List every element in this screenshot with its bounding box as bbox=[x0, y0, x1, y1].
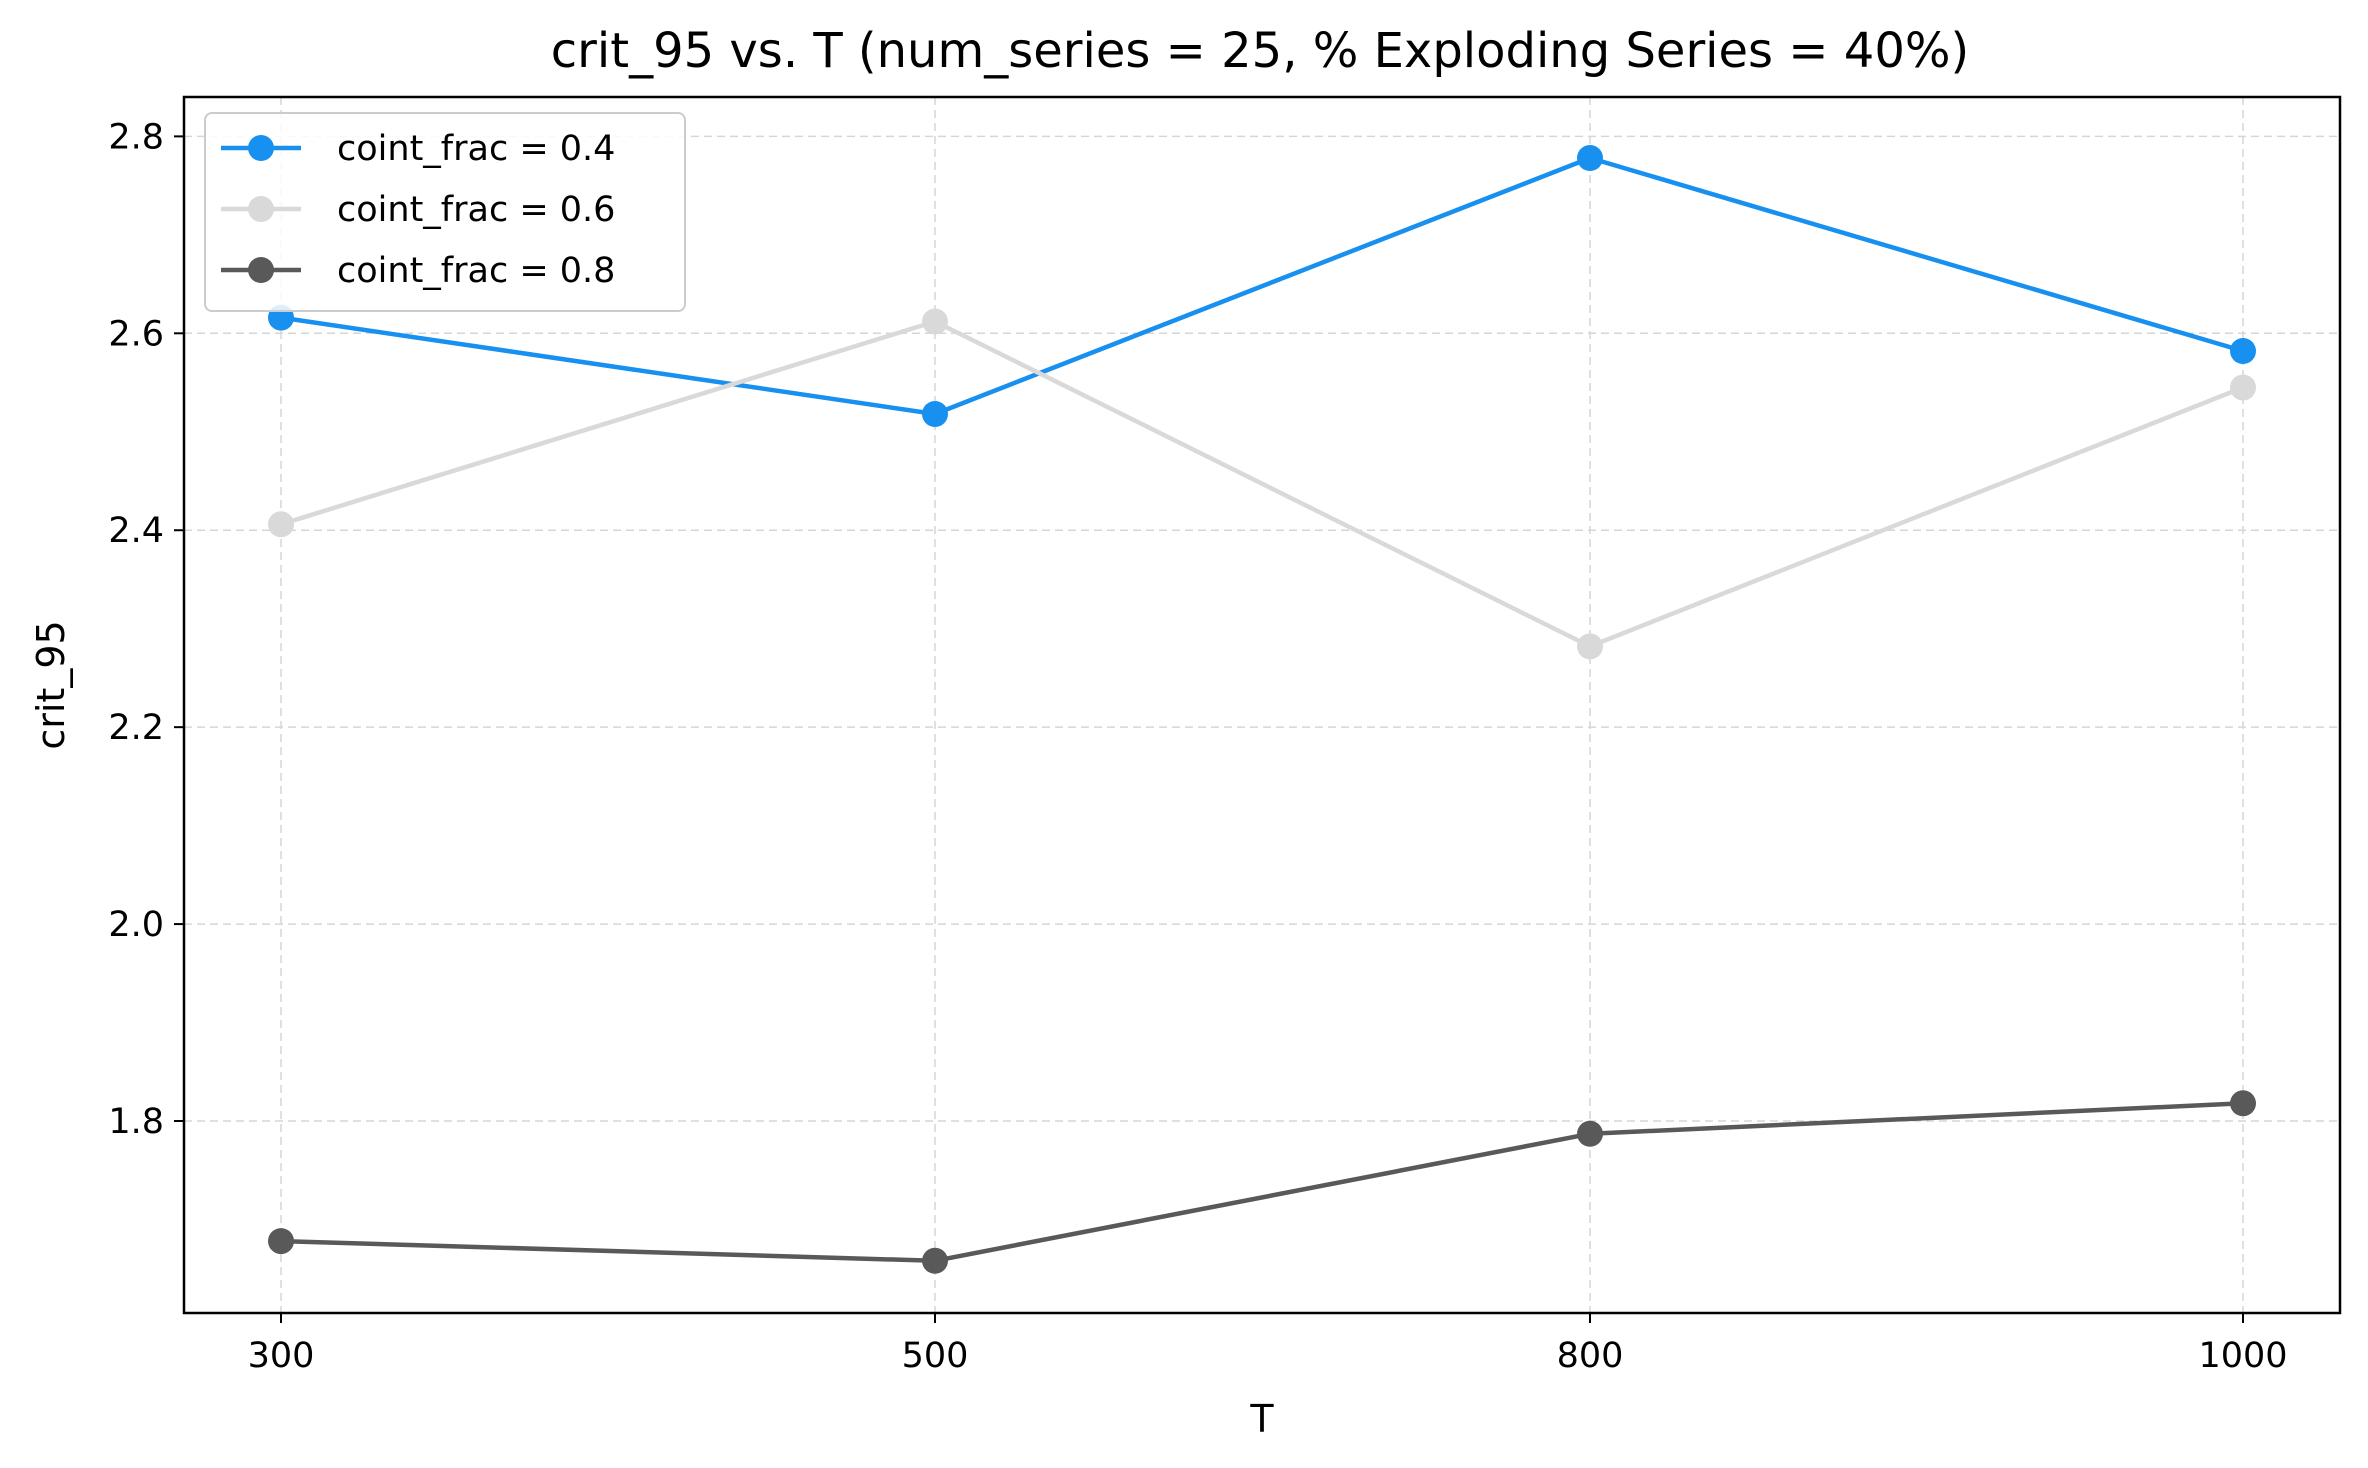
data-point bbox=[922, 1247, 948, 1274]
data-point bbox=[1577, 145, 1603, 171]
series-line bbox=[280, 1101, 2244, 1264]
x-tick-label: 500 bbox=[902, 1336, 969, 1376]
y-tick-label: 2.6 bbox=[108, 314, 164, 354]
x-tick-label: 300 bbox=[248, 1336, 315, 1376]
legend-label: coint_frac = 0.6 bbox=[337, 190, 615, 230]
legend-marker bbox=[248, 196, 274, 222]
x-axis-ticks: 300 500 800 1000 bbox=[248, 1313, 2288, 1376]
plot-frame bbox=[182, 95, 2342, 1315]
series-line bbox=[280, 319, 2244, 649]
data-point bbox=[2230, 338, 2256, 364]
legend-label: coint_frac = 0.4 bbox=[337, 129, 615, 169]
y-tick-label: 2.4 bbox=[108, 511, 164, 551]
y-tick-label: 2.0 bbox=[108, 905, 164, 945]
x-tick-label: 1000 bbox=[2198, 1336, 2287, 1376]
y-tick-label: 2.2 bbox=[108, 708, 164, 748]
data-point bbox=[1577, 1120, 1603, 1147]
data-point bbox=[922, 401, 948, 427]
y-axis-ticks: 1.8 2.0 2.2 2.4 2.6 2.8 bbox=[108, 117, 184, 1142]
chart-title: crit_95 vs. T (num_series = 25, % Explod… bbox=[551, 23, 1969, 79]
data-point bbox=[2230, 374, 2256, 401]
legend-box bbox=[204, 112, 686, 312]
series-group bbox=[268, 1090, 2256, 1274]
y-tick-label: 1.8 bbox=[108, 1102, 164, 1142]
series-layer bbox=[268, 145, 2256, 1274]
data-point bbox=[2230, 1090, 2256, 1117]
y-tick-label: 2.8 bbox=[108, 117, 164, 157]
legend: coint_frac = 0.4 coint_frac = 0.6 coint_fr… bbox=[204, 112, 686, 312]
series-group bbox=[268, 308, 2256, 660]
data-point bbox=[268, 1228, 294, 1255]
x-axis-label: T bbox=[1249, 1397, 1274, 1441]
x-tick-label: 800 bbox=[1557, 1336, 1624, 1376]
y-axis-label: crit_95 bbox=[29, 620, 73, 749]
legend-marker bbox=[248, 257, 274, 283]
series-line bbox=[280, 155, 2244, 417]
legend-marker bbox=[248, 135, 274, 161]
data-point bbox=[922, 308, 948, 335]
data-point bbox=[268, 511, 294, 538]
data-point bbox=[1577, 633, 1603, 660]
legend-label: coint_frac = 0.8 bbox=[337, 251, 615, 291]
